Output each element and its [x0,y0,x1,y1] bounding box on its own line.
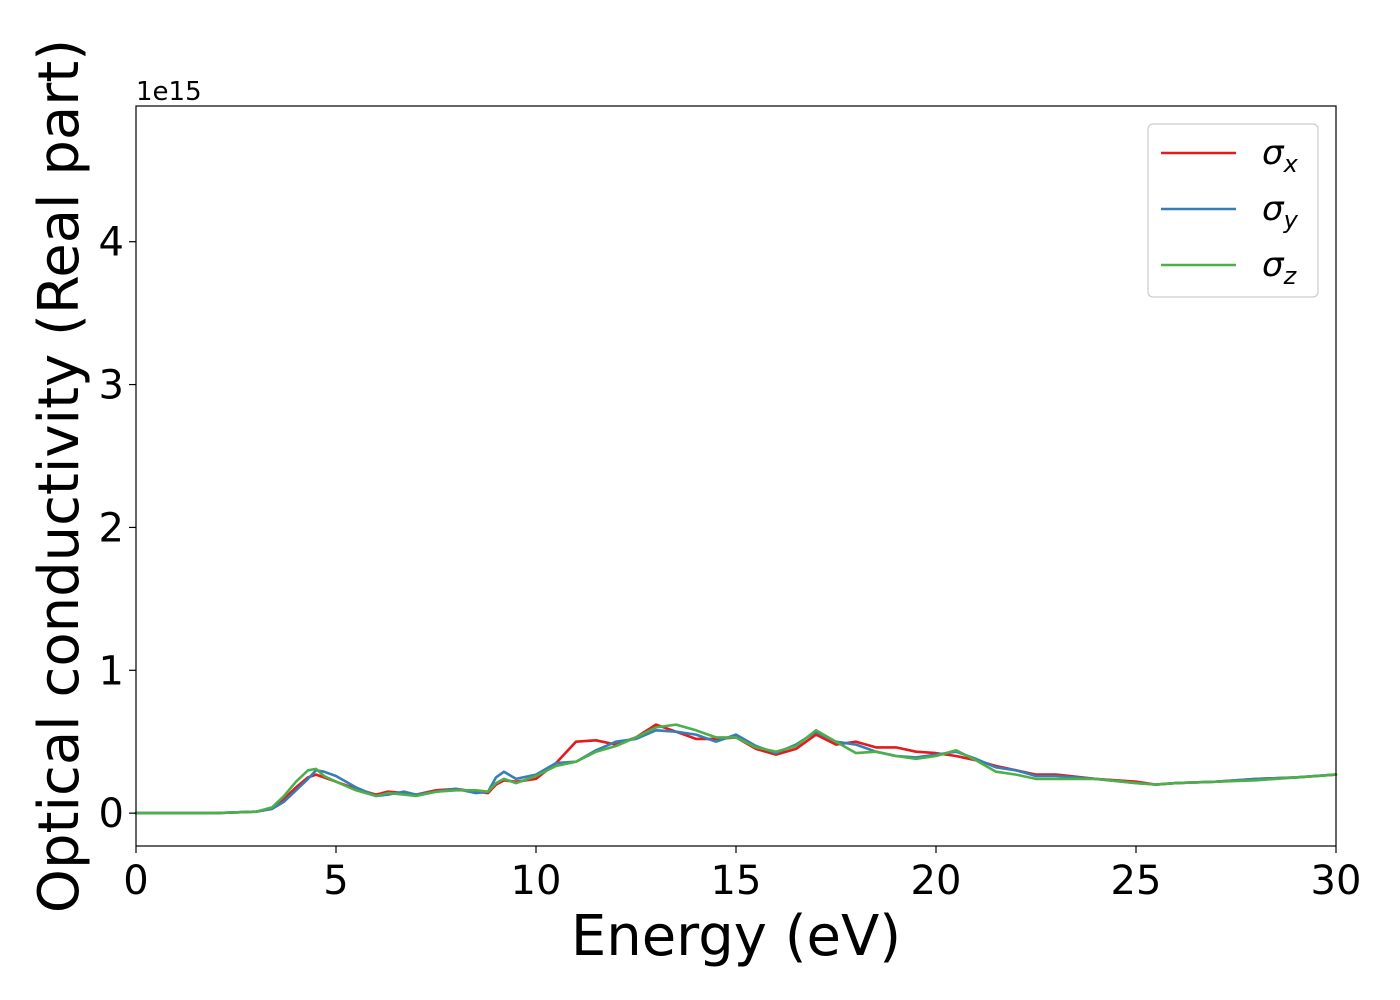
legend-subscript: z [1283,262,1298,290]
legend-subscript: x [1283,150,1299,178]
x-tick-label: 20 [911,858,962,904]
x-tick-label: 30 [1311,858,1362,904]
legend-symbol: σ [1262,189,1285,229]
y-axis-title: Optical conductivity (Real part) [27,39,92,913]
series-line-σz [134,723,1338,815]
y-tick-label: 0 [99,791,124,837]
y-tick-label: 4 [99,220,124,266]
x-tick-label: 15 [711,858,762,904]
legend-label: σz [1262,245,1298,290]
x-axis-title: Energy (eV) [571,904,901,969]
legend-symbol: σ [1262,245,1285,285]
y-tick-label: 2 [99,505,124,551]
x-tick-label: 25 [1111,858,1162,904]
series-layer [134,723,1338,815]
y-tick-label: 1 [99,648,124,694]
x-tick-label: 5 [323,858,348,904]
legend-label: σy [1262,189,1299,234]
y-axis-ticks: 0 1 2 3 4 [99,220,136,837]
legend-symbol: σ [1262,133,1285,173]
x-axis-ticks: 0 5 10 15 20 25 30 [123,846,1361,904]
y-tick-label: 3 [99,363,124,409]
legend-frame [1147,123,1319,298]
x-tick-label: 10 [511,858,562,904]
legend-label: σx [1262,133,1299,178]
series-line-σy [134,728,1338,815]
y-offset-label: 1e15 [136,77,202,107]
x-tick-label: 0 [123,858,148,904]
legend-subscript: y [1283,206,1299,234]
